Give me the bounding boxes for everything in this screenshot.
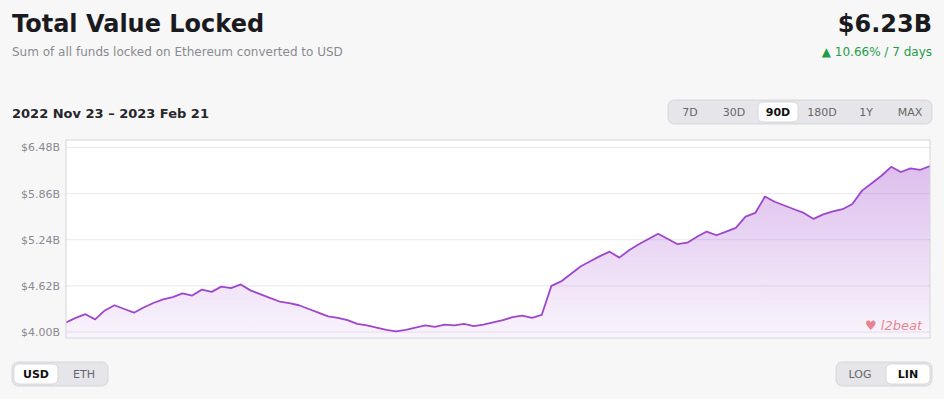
y-tick-label: $4.00B	[21, 326, 60, 339]
button-label[interactable]: LOG	[849, 368, 872, 381]
grid-line	[66, 193, 930, 194]
button-active[interactable]	[758, 102, 798, 122]
button-group-bg	[12, 362, 108, 386]
subtitle: Sum of all funds locked on Ethereum conv…	[12, 45, 343, 59]
button-group: LOG LIN	[836, 362, 932, 386]
change: ▲ 10.66% / 7 days	[822, 45, 932, 59]
plot-bg	[66, 140, 930, 338]
button-label[interactable]: 1Y	[859, 106, 873, 119]
button-label[interactable]: 7D	[682, 106, 697, 119]
series	[66, 166, 930, 338]
y-tick-label: $5.24B	[21, 234, 60, 247]
y-tick-label: $6.48B	[21, 141, 60, 154]
y-tick-label: $4.62B	[21, 280, 60, 293]
button-label[interactable]: LIN	[898, 368, 918, 381]
button-group-bg	[668, 100, 932, 124]
button-group: 7D 30D 90D 180D 1Y MAX	[668, 100, 932, 124]
title: Total Value Locked	[12, 10, 264, 38]
y-tick-label: $5.86B	[21, 188, 60, 201]
button-label[interactable]: MAX	[898, 106, 923, 119]
area	[66, 166, 930, 338]
button-group: USD ETH	[12, 362, 108, 386]
line	[66, 166, 930, 331]
current-value: $6.23B	[838, 10, 932, 38]
button-active[interactable]	[886, 364, 930, 384]
button-label[interactable]: USD	[23, 368, 49, 381]
grid-line	[66, 147, 930, 148]
y-grid: $4.00B $4.62B $5.24B $5.86B $6.48B	[21, 141, 930, 339]
button-label[interactable]: 90D	[766, 106, 790, 119]
chart-root: Total Value Locked Sum of all funds locke…	[0, 0, 944, 399]
plot-frame	[66, 140, 930, 338]
button-group-bg	[836, 362, 932, 386]
date-range: 2022 Nov 23 – 2023 Feb 21	[12, 106, 209, 121]
button-label[interactable]: ETH	[73, 368, 95, 381]
watermark: ♥ l2beat	[865, 318, 923, 333]
button-label[interactable]: 180D	[807, 106, 836, 119]
button-active[interactable]	[14, 364, 58, 384]
button-label[interactable]: 30D	[723, 106, 745, 119]
